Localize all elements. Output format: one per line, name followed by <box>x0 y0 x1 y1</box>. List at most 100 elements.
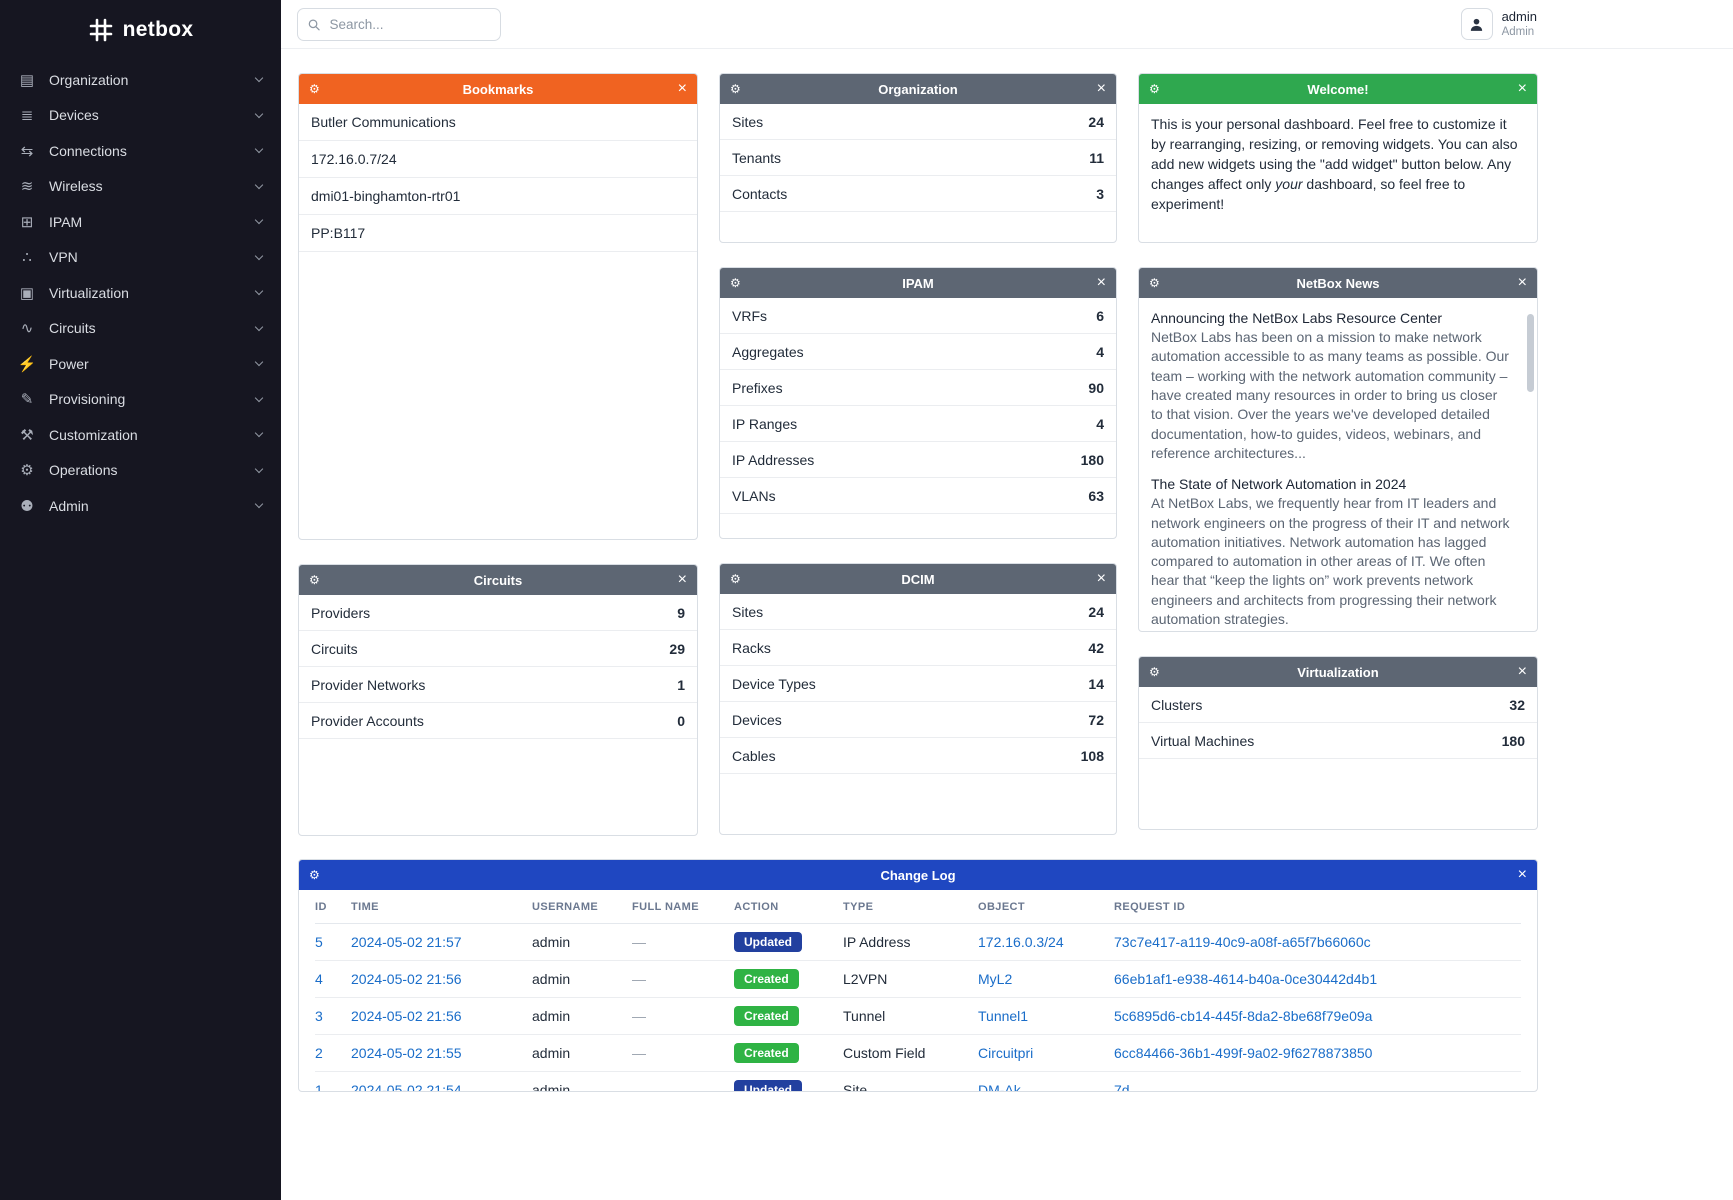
change-object-link[interactable]: 172.16.0.3/24 <box>978 934 1064 950</box>
change-type: Custom Field <box>843 1045 926 1061</box>
widget-title: Bookmarks <box>462 81 534 97</box>
sidebar-item-devices[interactable]: ≣ Devices <box>0 98 281 134</box>
bookmark-item[interactable]: 172.16.0.7/24 <box>299 141 697 178</box>
stat-row: Providers 9 <box>299 595 697 631</box>
bookmark-item[interactable]: PP:B117 <box>299 215 697 252</box>
action-badge: Created <box>734 969 799 989</box>
sidebar-item-organization[interactable]: ▤ Organization <box>0 62 281 98</box>
gear-icon[interactable]: ⚙ <box>1149 82 1160 96</box>
close-icon[interactable]: × <box>1096 274 1106 291</box>
change-time-link[interactable]: 2024-05-02 21:55 <box>351 1045 462 1061</box>
close-icon[interactable]: × <box>677 571 687 588</box>
close-icon[interactable]: × <box>1517 80 1527 97</box>
change-time-link[interactable]: 2024-05-02 21:57 <box>351 934 462 950</box>
sidebar-item-connections[interactable]: ⇆ Connections <box>0 133 281 169</box>
close-icon[interactable]: × <box>1096 80 1106 97</box>
chevron-down-icon <box>254 287 264 296</box>
widget-title: Change Log <box>880 867 956 883</box>
close-icon[interactable]: × <box>1517 274 1527 291</box>
close-icon[interactable]: × <box>1517 663 1527 680</box>
ipam-header: ⚙ IPAM × <box>720 268 1116 298</box>
sidebar-item-wireless[interactable]: ≋ Wireless <box>0 169 281 205</box>
user-names: admin Admin <box>1502 8 1537 40</box>
change-id-link[interactable]: 3 <box>315 1008 323 1024</box>
user-menu[interactable]: admin Admin <box>1460 8 1537 40</box>
close-icon[interactable]: × <box>1517 866 1527 883</box>
change-request-link[interactable]: 5c6895d6-cb14-445f-8da2-8be68f79e09a <box>1114 1008 1373 1024</box>
chevron-down-icon <box>254 74 264 83</box>
change-id-link[interactable]: 5 <box>315 934 323 950</box>
news-article-body: At NetBox Labs, we frequently hear from … <box>1151 495 1510 628</box>
gear-icon[interactable]: ⚙ <box>730 276 741 290</box>
stat-row: Sites 24 <box>720 594 1116 630</box>
sidebar-item-customization[interactable]: ⚒ Customization <box>0 417 281 453</box>
logo-text: netbox <box>122 18 194 41</box>
chevron-down-icon <box>254 464 264 473</box>
gear-icon[interactable]: ⚙ <box>1149 665 1160 679</box>
organization-widget: ⚙ Organization × Sites 24 Tenants 11 Conta… <box>719 73 1117 243</box>
change-time-link[interactable]: 2024-05-02 21:54 <box>351 1082 462 1091</box>
sidebar-item-vpn[interactable]: ∴ VPN <box>0 240 281 276</box>
bookmarks-widget: ⚙ Bookmarks × Butler Communications 172.… <box>298 73 698 540</box>
chevron-down-icon <box>254 500 264 509</box>
news-article-title[interactable]: The State of Network Automation in 2024 <box>1151 476 1407 493</box>
stat-row: Racks 42 <box>720 630 1116 666</box>
sidebar-item-admin[interactable]: ⚉ Admin <box>0 488 281 524</box>
sidebar-item-label: Customization <box>49 426 138 443</box>
gear-icon[interactable]: ⚙ <box>730 572 741 586</box>
change-object-link[interactable]: DM-Ak <box>978 1082 1021 1091</box>
gear-icon[interactable]: ⚙ <box>730 82 741 96</box>
changelog-row: 2 2024-05-02 21:55 admin — Created Custo… <box>315 1035 1521 1072</box>
sidebar-item-circuits[interactable]: ∿ Circuits <box>0 311 281 347</box>
gear-icon[interactable]: ⚙ <box>309 868 320 882</box>
bookmark-item[interactable]: dmi01-binghamton-rtr01 <box>299 178 697 215</box>
sidebar-item-virtualization[interactable]: ▣ Virtualization <box>0 275 281 311</box>
change-object-link[interactable]: MyL2 <box>978 971 1013 987</box>
wifi-icon: ≋ <box>20 178 34 196</box>
change-request-link[interactable]: 73c7e417-a119-40c9-a08f-a65f7b66060c <box>1114 934 1371 950</box>
sidebar-item-ipam[interactable]: ⊞ IPAM <box>0 204 281 240</box>
cable-icon: ⇆ <box>20 142 34 160</box>
gear-icon[interactable]: ⚙ <box>1149 276 1160 290</box>
ipam-widget: ⚙ IPAM × VRFs 6 Aggregates 4 Prefixes 90 IP… <box>719 267 1117 539</box>
gear-icon[interactable]: ⚙ <box>309 82 320 96</box>
sidebar-item-operations[interactable]: ⚙ Operations <box>0 453 281 489</box>
widget-title: Welcome! <box>1307 81 1369 97</box>
sidebar-item-power[interactable]: ⚡ Power <box>0 346 281 382</box>
change-object-link[interactable]: Tunnel1 <box>978 1008 1029 1024</box>
sidebar-item-label: Connections <box>49 142 127 159</box>
sidebar-item-provisioning[interactable]: ✎ Provisioning <box>0 382 281 418</box>
user-button[interactable] <box>1460 8 1493 40</box>
changelog-widget: ⚙ Change Log × ID TIME USERNAME FULL NAM… <box>298 859 1538 1092</box>
change-request-link[interactable]: 6cc84466-36b1-499f-9a02-9f6278873850 <box>1114 1045 1373 1061</box>
scrollbar-thumb[interactable] <box>1527 314 1534 392</box>
building-icon: ▤ <box>19 71 35 89</box>
changelog-column-headers: ID TIME USERNAME FULL NAME ACTION TYPE O… <box>315 890 1521 924</box>
change-id-link[interactable]: 2 <box>315 1045 323 1061</box>
change-id-link[interactable]: 4 <box>315 971 323 987</box>
stat-row: Virtual Machines 180 <box>1139 723 1537 759</box>
bookmark-item[interactable]: Butler Communications <box>299 104 697 141</box>
netbox-logo[interactable]: netbox <box>0 0 281 62</box>
change-time-link[interactable]: 2024-05-02 21:56 <box>351 971 462 987</box>
widget-title: Virtualization <box>1297 664 1379 680</box>
search-box <box>297 8 501 41</box>
widget-title: Organization <box>878 81 958 97</box>
change-object-link[interactable]: Circuitpri <box>978 1045 1034 1061</box>
sidebar-item-label: Virtualization <box>49 284 129 301</box>
widget-title: DCIM <box>901 571 935 587</box>
change-action: Updated <box>734 1080 843 1091</box>
change-request-link[interactable]: 66eb1af1-e938-4614-b40a-0ce30442d4b1 <box>1114 971 1378 987</box>
stat-row: IP Ranges 4 <box>720 406 1116 442</box>
change-request-link[interactable]: 7d… <box>1114 1082 1144 1091</box>
news-article-title[interactable]: Announcing the NetBox Labs Resource Cent… <box>1151 310 1443 326</box>
close-icon[interactable]: × <box>677 80 687 97</box>
change-id-link[interactable]: 1 <box>315 1082 323 1091</box>
document-icon: ✎ <box>20 391 34 409</box>
change-time-link[interactable]: 2024-05-02 21:56 <box>351 1008 462 1024</box>
stat-row: Contacts 3 <box>720 176 1116 212</box>
gear-icon[interactable]: ⚙ <box>309 573 320 587</box>
sidebar-item-label: Wireless <box>49 178 103 195</box>
close-icon[interactable]: × <box>1096 570 1106 587</box>
search-input[interactable] <box>327 16 490 33</box>
